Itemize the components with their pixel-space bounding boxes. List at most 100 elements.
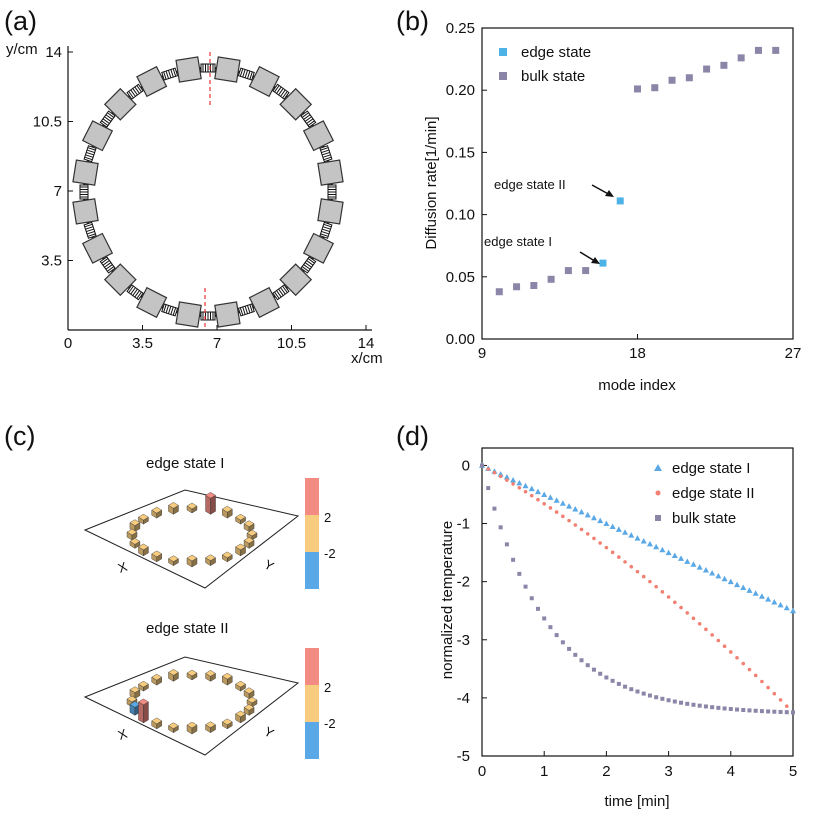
bar-3d [138,513,149,521]
panel-b-points [495,46,780,296]
bulk-state-point [530,282,538,290]
ring-spring-coil [84,156,93,161]
bar-3d [235,710,246,718]
edge-state-2-point [592,536,596,541]
edge-state-point [616,197,624,205]
edge-state-2-point [766,685,770,690]
ring-spring-coil [167,70,172,79]
ring-spring-coil [320,233,329,237]
bar-3d [221,672,233,680]
edge-state-2-point [561,514,565,519]
bulk-state-d-point [647,693,652,698]
ring-block [72,159,99,186]
legend-marker-edge-state [499,48,507,56]
edge-state-1-point [566,503,573,509]
bulk-state-point [513,283,521,291]
ring-spring-coil [101,258,109,264]
ring-spring-coil [242,69,246,78]
panel-b-x-tick-label: 18 [629,345,646,362]
panel-d-label: (d) [396,421,429,451]
ring-spring-coil [104,262,112,268]
bulk-state-d-point [604,675,609,680]
bulk-state-d-point [791,710,795,715]
ring-spring-coil [102,260,110,266]
bar-3d [235,680,246,688]
legend-marker-bulk-state [499,72,507,80]
bulk-state-d-point [629,687,634,692]
ring-spring-coil [163,71,167,80]
edge-state-1-point [522,482,529,489]
panel-d-y-tick-label: -3 [457,632,470,649]
ring-spring-coil [249,71,253,80]
ring-spring-coil [128,285,134,293]
bar-3d [129,538,141,545]
bulk-state-d-point [492,506,497,511]
colorbar1-tick-bottom: -2 [324,546,336,561]
ring-spring-coil [107,112,115,118]
colorbar2-bottom [305,722,319,759]
bar-3d [138,698,149,706]
bulk-state-d-point [623,684,628,689]
panel-c-3d-bar-plots: edge state I X Y 2 -2 edge state II X Y … [83,455,336,759]
edge-state-2-point [778,698,783,702]
ring-spring-coil [167,305,172,314]
edge-state-2-point [573,523,578,527]
bulk-state-d-point [486,486,491,491]
ring-spring-coil [246,305,251,314]
ring-spring-coil [107,266,115,272]
edge-state-1-point [646,540,653,547]
bulk-state-d-point [728,707,733,712]
bar-3d [186,721,198,729]
ring-block [81,120,114,152]
ring-spring-coil [321,151,330,156]
edge-state-2-point [673,600,677,605]
edge-state-2-point [548,506,553,510]
edge-state-2-point [691,616,696,621]
colorbar2-mid [305,685,319,722]
plot1-base-plane [83,489,300,589]
ring-block [214,301,241,328]
bar-3d [243,520,255,527]
legend-marker [654,464,662,471]
panel-d-x-tick-label: 3 [664,763,672,780]
bulk-state-d-point [654,695,659,700]
legend-edge-state-1: edge state I [672,460,750,477]
bulk-state-point [582,267,590,275]
ring-block [136,286,168,319]
bulk-state-d-point [710,705,715,710]
bulk-state-d-point [548,625,553,630]
bar-3d [151,717,163,725]
edge-state-2-point [735,655,739,660]
panel-a-x-tick-label: 10.5 [277,335,306,352]
panel-b-diffusion-rate-chart: 9 18 27 0.00 0.05 0.10 0.15 0.20 0.25 Diffusion … [423,20,801,394]
plot2-axis-y: Y [262,724,277,741]
edge-state-1-point [746,587,753,593]
edge-state-1-point [597,517,604,524]
edge-state-2-point [679,605,683,610]
bar-3d [143,701,149,724]
ring-spring-coil [136,85,142,93]
bulk-state-d-point [585,663,590,668]
plot2-title: edge state II [146,620,229,637]
panel-b-ylabel: Diffusion rate[1/min] [423,116,440,249]
ring-block [279,87,313,121]
edge-state-1-point [665,549,672,556]
ring-spring-coil [276,86,282,94]
plot2-base-plane [83,656,300,756]
bulk-state-d-point [772,709,777,714]
bulk-state-point [703,65,711,73]
bar-3d [205,494,211,515]
ring-spring-coil [301,112,309,118]
bulk-state-d-point [641,691,646,696]
edge-state-2-point [753,673,758,678]
edge-state-1-point [615,526,622,532]
bar-3d [168,555,179,562]
bulk-state-d-point [567,646,572,651]
edge-state-1-point [534,488,541,495]
edge-state-2-point [760,679,764,684]
bulk-state-d-point [703,704,708,709]
ring-spring-coil [301,266,309,272]
panel-b-x-tick-label: 9 [478,345,486,362]
legend-edge-state: edge state [521,44,591,61]
